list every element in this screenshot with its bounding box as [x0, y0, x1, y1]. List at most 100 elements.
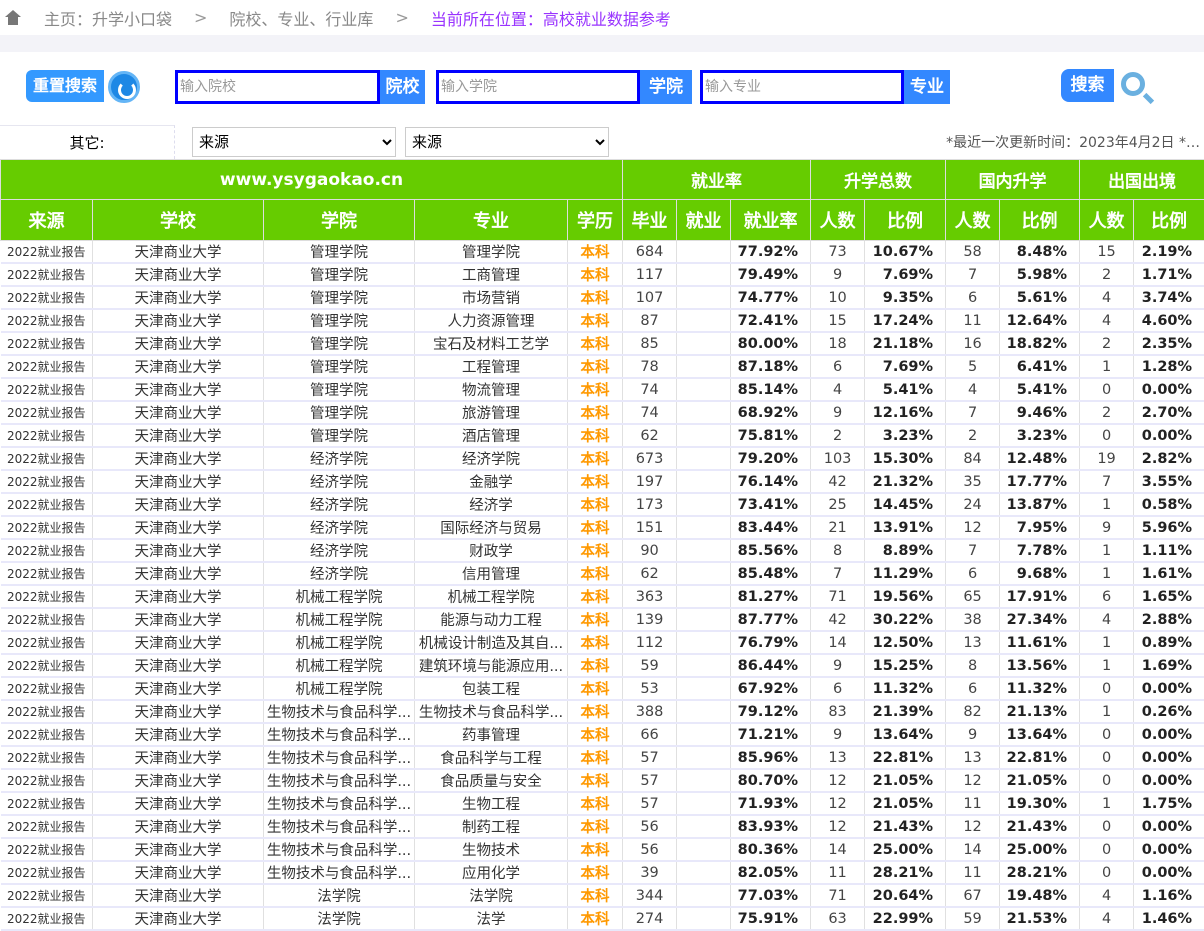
cell-domestic-ratio: 12.64%	[1000, 309, 1080, 332]
major-input[interactable]: 输入专业	[700, 70, 904, 104]
cell-degree: 本科	[568, 241, 623, 264]
source-select-1[interactable]: 来源	[192, 127, 396, 157]
cell-study-ratio: 7.69%	[865, 355, 946, 378]
cell-college: 生物技术与食品科学...	[264, 769, 415, 792]
cell-study-ratio: 9.35%	[865, 286, 946, 309]
cell-source: 2022就业报告	[1, 815, 93, 838]
cell-source: 2022就业报告	[1, 631, 93, 654]
cell-source: 2022就业报告	[1, 516, 93, 539]
site-header: www.ysygaokao.cn	[1, 160, 623, 200]
cell-abroad-ratio: 0.00%	[1134, 424, 1204, 447]
cell-employment-rate: 77.03%	[731, 884, 811, 907]
refresh-icon[interactable]	[108, 71, 140, 103]
cell-abroad-count: 1	[1080, 631, 1134, 654]
cell-employment-rate: 81.27%	[731, 585, 811, 608]
cell-employed	[677, 562, 731, 585]
cell-abroad-ratio: 3.55%	[1134, 470, 1204, 493]
cell-school: 天津商业大学	[93, 746, 264, 769]
cell-college: 生物技术与食品科学...	[264, 815, 415, 838]
cell-degree: 本科	[568, 723, 623, 746]
cell-college: 管理学院	[264, 263, 415, 286]
cell-source: 2022就业报告	[1, 263, 93, 286]
cell-abroad-count: 1	[1080, 493, 1134, 516]
cell-domestic-ratio: 8.48%	[1000, 241, 1080, 264]
cell-employed	[677, 608, 731, 631]
cell-college: 生物技术与食品科学...	[264, 746, 415, 769]
cell-graduates: 173	[623, 493, 677, 516]
cell-graduates: 74	[623, 401, 677, 424]
reset-search-button[interactable]: 重置搜索	[26, 70, 104, 102]
cell-study-ratio: 21.43%	[865, 815, 946, 838]
cell-school: 天津商业大学	[93, 769, 264, 792]
cell-employment-rate: 83.44%	[731, 516, 811, 539]
cell-study-ratio: 21.32%	[865, 470, 946, 493]
cell-domestic-count: 13	[946, 631, 1000, 654]
cell-college: 经济学院	[264, 470, 415, 493]
search-button[interactable]: 搜索	[1061, 69, 1114, 102]
cell-domestic-count: 7	[946, 401, 1000, 424]
cell-abroad-ratio: 2.82%	[1134, 447, 1204, 470]
cell-study-ratio: 13.64%	[865, 723, 946, 746]
cell-abroad-count: 15	[1080, 241, 1134, 264]
cell-abroad-count: 4	[1080, 608, 1134, 631]
cell-study-ratio: 8.89%	[865, 539, 946, 562]
search-icon[interactable]	[1121, 72, 1145, 96]
cell-abroad-count: 4	[1080, 286, 1134, 309]
column-header: 毕业	[623, 200, 677, 241]
cell-degree: 本科	[568, 309, 623, 332]
cell-domestic-ratio: 9.68%	[1000, 562, 1080, 585]
cell-graduates: 673	[623, 447, 677, 470]
cell-study-ratio: 15.30%	[865, 447, 946, 470]
cell-school: 天津商业大学	[93, 723, 264, 746]
cell-domestic-ratio: 3.23%	[1000, 424, 1080, 447]
home-icon[interactable]	[4, 10, 22, 26]
cell-employment-rate: 79.12%	[731, 700, 811, 723]
cell-graduates: 85	[623, 332, 677, 355]
cell-domestic-ratio: 21.53%	[1000, 907, 1080, 930]
cell-domestic-ratio: 18.82%	[1000, 332, 1080, 355]
source-select-2[interactable]: 来源	[405, 127, 609, 157]
cell-college: 经济学院	[264, 447, 415, 470]
cell-degree: 本科	[568, 861, 623, 884]
breadcrumb-library[interactable]: 院校、专业、行业库	[229, 6, 373, 30]
breadcrumb-home[interactable]: 主页：升学小口袋	[44, 6, 172, 30]
cell-abroad-ratio: 0.58%	[1134, 493, 1204, 516]
major-tag: 专业	[904, 70, 950, 104]
cell-major: 机械设计制造及其自...	[415, 631, 568, 654]
cell-domestic-ratio: 13.56%	[1000, 654, 1080, 677]
cell-domestic-ratio: 5.41%	[1000, 378, 1080, 401]
cell-abroad-count: 0	[1080, 746, 1134, 769]
cell-study-count: 63	[811, 907, 865, 930]
cell-degree: 本科	[568, 332, 623, 355]
cell-domestic-ratio: 5.61%	[1000, 286, 1080, 309]
cell-domestic-ratio: 13.87%	[1000, 493, 1080, 516]
cell-domestic-ratio: 11.61%	[1000, 631, 1080, 654]
cell-employment-rate: 85.56%	[731, 539, 811, 562]
cell-employment-rate: 85.96%	[731, 746, 811, 769]
cell-study-count: 42	[811, 608, 865, 631]
cell-abroad-count: 9	[1080, 516, 1134, 539]
cell-major: 旅游管理	[415, 401, 568, 424]
school-input[interactable]: 输入院校	[175, 70, 380, 104]
cell-employed	[677, 309, 731, 332]
cell-domestic-ratio: 19.30%	[1000, 792, 1080, 815]
cell-abroad-ratio: 1.75%	[1134, 792, 1204, 815]
cell-abroad-count: 0	[1080, 378, 1134, 401]
cell-abroad-count: 4	[1080, 309, 1134, 332]
cell-school: 天津商业大学	[93, 355, 264, 378]
cell-study-ratio: 22.99%	[865, 907, 946, 930]
cell-abroad-ratio: 1.11%	[1134, 539, 1204, 562]
cell-study-count: 14	[811, 631, 865, 654]
college-input[interactable]: 输入学院	[436, 70, 640, 104]
cell-major: 建筑环境与能源应用...	[415, 654, 568, 677]
